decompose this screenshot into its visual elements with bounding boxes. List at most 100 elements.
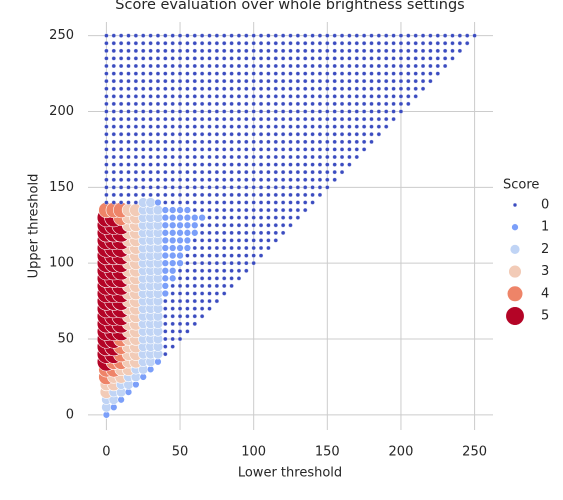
point bbox=[199, 200, 205, 205]
point bbox=[192, 147, 197, 152]
point bbox=[185, 33, 190, 38]
point bbox=[251, 154, 256, 160]
point bbox=[199, 223, 205, 228]
point bbox=[207, 200, 212, 205]
point bbox=[332, 101, 337, 107]
point bbox=[251, 94, 256, 99]
point bbox=[376, 63, 382, 69]
point bbox=[155, 56, 161, 61]
point bbox=[170, 192, 175, 198]
point bbox=[347, 162, 352, 167]
point bbox=[236, 147, 242, 152]
point bbox=[442, 48, 448, 53]
chart-title: Score evaluation over whole brightness s… bbox=[115, 0, 464, 13]
point bbox=[236, 63, 242, 69]
point bbox=[126, 63, 131, 69]
point bbox=[222, 63, 227, 69]
point bbox=[273, 170, 278, 175]
point bbox=[207, 291, 212, 296]
point bbox=[133, 200, 139, 205]
point bbox=[177, 109, 183, 114]
point bbox=[244, 238, 249, 243]
point bbox=[428, 48, 433, 53]
point bbox=[332, 139, 337, 144]
point bbox=[207, 223, 212, 228]
point bbox=[244, 48, 249, 53]
point bbox=[420, 33, 426, 38]
point bbox=[236, 177, 242, 182]
point bbox=[420, 79, 426, 84]
point bbox=[170, 33, 175, 38]
point bbox=[214, 147, 220, 152]
legend-label: 2 bbox=[541, 242, 549, 257]
point bbox=[244, 56, 249, 61]
point bbox=[170, 321, 175, 326]
point bbox=[332, 109, 337, 114]
point bbox=[332, 162, 337, 167]
point bbox=[251, 101, 256, 107]
point bbox=[369, 101, 374, 107]
point bbox=[354, 71, 359, 76]
point bbox=[133, 139, 139, 144]
point bbox=[369, 109, 374, 114]
point bbox=[222, 154, 227, 160]
point bbox=[384, 124, 389, 129]
point bbox=[170, 314, 175, 319]
point bbox=[266, 116, 271, 122]
point bbox=[222, 185, 227, 190]
point bbox=[303, 101, 308, 107]
point bbox=[435, 48, 440, 53]
point bbox=[280, 56, 286, 61]
point bbox=[177, 132, 183, 137]
point bbox=[251, 132, 256, 137]
point bbox=[361, 71, 367, 76]
point bbox=[406, 86, 411, 91]
point bbox=[133, 185, 139, 190]
point bbox=[207, 132, 212, 137]
point bbox=[229, 162, 234, 167]
point bbox=[111, 56, 116, 61]
point bbox=[303, 71, 308, 76]
point bbox=[303, 207, 308, 213]
point bbox=[339, 86, 345, 91]
point bbox=[148, 79, 153, 84]
point bbox=[303, 185, 308, 190]
point bbox=[118, 63, 124, 69]
point bbox=[317, 48, 323, 53]
point bbox=[148, 124, 153, 129]
point bbox=[214, 215, 220, 220]
point bbox=[244, 86, 249, 91]
point bbox=[192, 94, 197, 99]
point bbox=[214, 170, 220, 175]
point bbox=[317, 177, 323, 182]
point bbox=[214, 283, 220, 289]
point bbox=[161, 274, 170, 283]
point bbox=[280, 101, 286, 107]
point bbox=[258, 101, 264, 107]
point bbox=[303, 94, 308, 99]
point bbox=[420, 41, 426, 46]
x-tick-label: 200 bbox=[389, 445, 414, 460]
point bbox=[161, 213, 170, 222]
point bbox=[244, 63, 249, 69]
point bbox=[229, 253, 234, 258]
point bbox=[236, 154, 242, 160]
point bbox=[168, 221, 177, 229]
point bbox=[325, 63, 330, 69]
point bbox=[222, 276, 227, 281]
point bbox=[170, 283, 175, 289]
point bbox=[332, 94, 337, 99]
point bbox=[133, 192, 139, 198]
point bbox=[325, 41, 330, 46]
point bbox=[229, 268, 234, 273]
point bbox=[118, 200, 124, 205]
point bbox=[133, 56, 139, 61]
point bbox=[222, 71, 227, 76]
point bbox=[303, 79, 308, 84]
point bbox=[207, 253, 212, 258]
point bbox=[295, 71, 301, 76]
point bbox=[236, 215, 242, 220]
point bbox=[339, 170, 345, 175]
point bbox=[325, 79, 330, 84]
point bbox=[161, 259, 170, 267]
